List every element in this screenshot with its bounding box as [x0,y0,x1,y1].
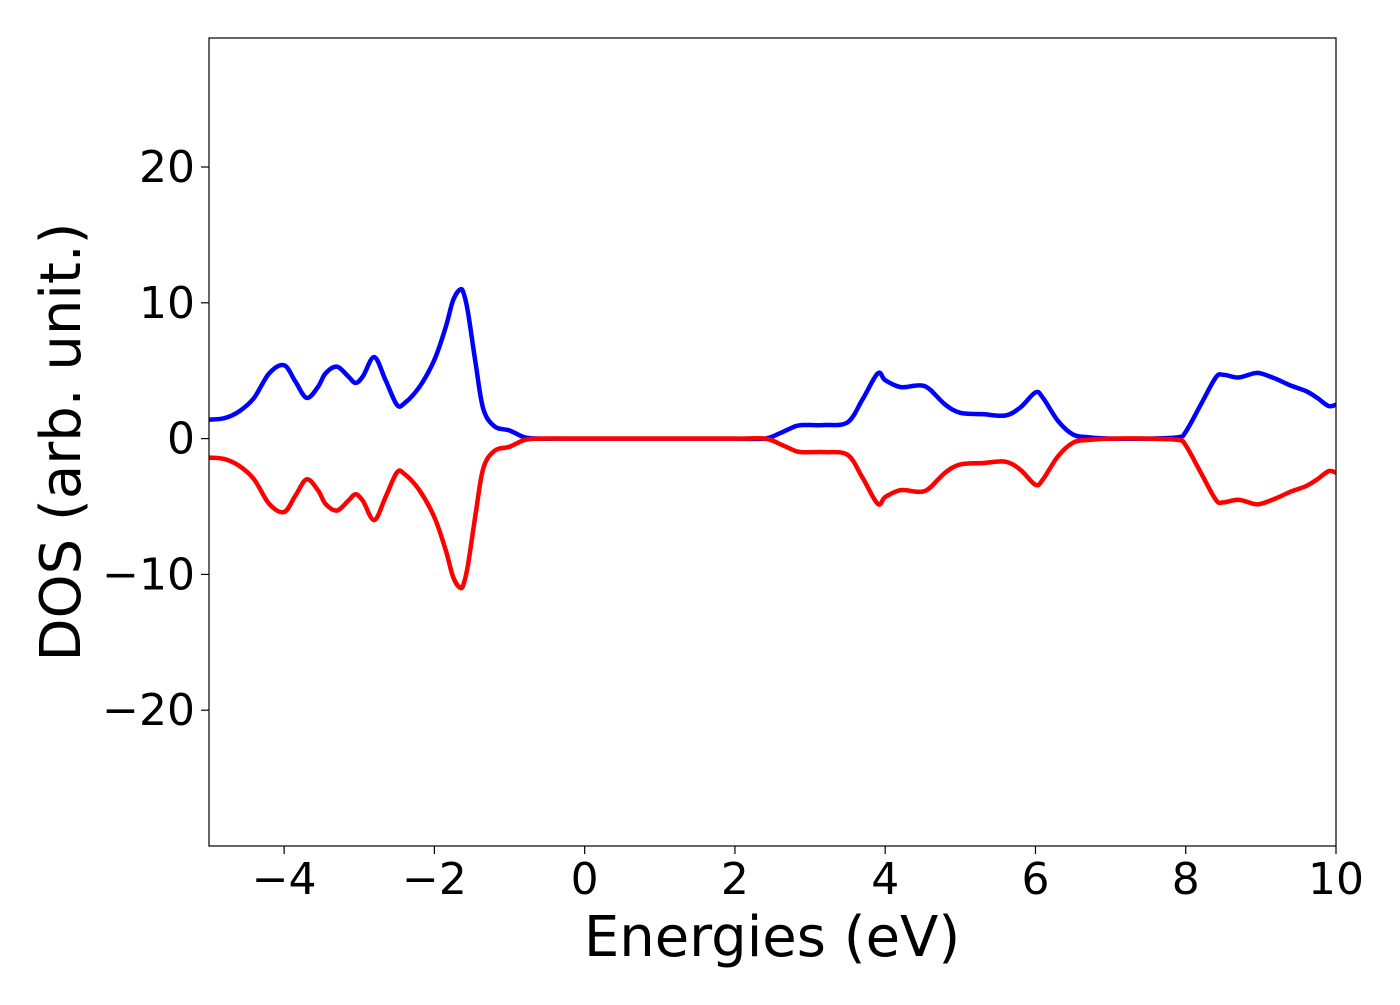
x-tick-label: 10 [1308,854,1364,905]
y-tick-label: 0 [167,414,195,465]
series-layer [208,286,1337,591]
y-tick-label: −20 [102,685,195,736]
x-axis-title: Energies (eV) [584,905,960,970]
x-tick-label: 4 [871,854,899,905]
y-tick-label: 10 [139,278,195,329]
y-axis-title: DOS (arb. unit.) [29,222,94,661]
dos-series-line-1 [208,286,1337,442]
dos-series-line-2 [208,435,1337,591]
y-tick-label: −10 [102,549,195,600]
plot-area-frame [208,37,1337,847]
y-axis-ticks: −20 −10 0 10 20 [102,142,209,736]
x-tick-label: 0 [571,854,599,905]
x-tick-label: 8 [1172,854,1200,905]
x-tick-label: −4 [252,854,317,905]
x-tick-label: 6 [1021,854,1049,905]
y-tick-label: 20 [139,142,195,193]
x-tick-label: −2 [402,854,467,905]
x-axis-ticks: −4 −2 0 2 4 6 8 10 [252,846,1364,905]
x-tick-label: 2 [721,854,749,905]
